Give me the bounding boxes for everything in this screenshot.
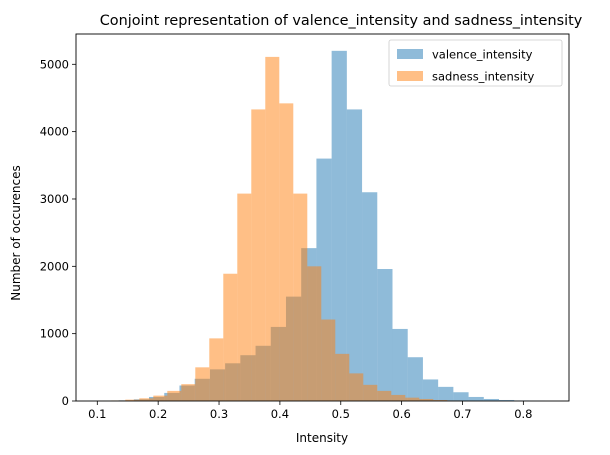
x-tick-label: 0.3 — [210, 407, 228, 421]
bar-sadness_intensity-23 — [419, 398, 434, 401]
y-tick-label: 5000 — [40, 57, 69, 71]
x-tick-label: 0.5 — [332, 407, 350, 421]
x-axis-label: Intensity — [296, 431, 348, 445]
bar-sadness_intensity-18 — [349, 373, 364, 401]
bar-sadness_intensity-12 — [265, 56, 280, 401]
bar-sadness_intensity-6 — [181, 384, 196, 401]
legend: valence_intensity sadness_intensity — [388, 39, 563, 87]
bar-sadness_intensity-21 — [391, 394, 406, 401]
x-tick-label: 0.2 — [149, 407, 167, 421]
bar-sadness_intensity-19 — [363, 384, 378, 401]
bar-sadness_intensity-15 — [307, 266, 322, 401]
bar-sadness_intensity-24 — [433, 399, 448, 401]
x-tick-label: 0.1 — [88, 407, 106, 421]
bar-valence_intensity-16 — [331, 50, 347, 401]
bar-sadness_intensity-14 — [293, 193, 308, 401]
y-tick-label: 3000 — [40, 192, 69, 206]
y-tick-label: 1000 — [40, 327, 69, 341]
bar-sadness_intensity-3 — [139, 398, 154, 401]
legend-swatch-valence_intensity — [397, 49, 423, 59]
x-axis-ticks: 0.1 0.2 0.3 0.4 0.5 0.6 0.7 0.8 — [88, 401, 533, 421]
bar-sadness_intensity-13 — [279, 103, 294, 402]
bar-valence_intensity-24 — [453, 392, 469, 401]
bar-sadness_intensity-16 — [321, 319, 336, 401]
bar-valence_intensity-20 — [392, 328, 408, 401]
y-tick-label: 4000 — [40, 125, 69, 139]
bars-layer — [88, 50, 560, 402]
bar-sadness_intensity-22 — [405, 397, 420, 401]
bar-sadness_intensity-8 — [209, 338, 224, 401]
y-tick-label: 0 — [62, 394, 69, 408]
bar-valence_intensity-27 — [499, 399, 515, 401]
bar-valence_intensity-25 — [468, 396, 484, 401]
plot-frame — [75, 33, 570, 402]
bar-sadness_intensity-9 — [223, 273, 238, 401]
x-tick-label: 0.7 — [453, 407, 471, 421]
bar-sadness_intensity-17 — [335, 353, 350, 401]
chart-title: Conjoint representation of valence_inten… — [100, 13, 583, 29]
bar-valence_intensity-23 — [438, 386, 454, 401]
x-tick-label: 0.4 — [271, 407, 289, 421]
bar-sadness_intensity-20 — [377, 390, 392, 401]
y-tick-label: 2000 — [40, 259, 69, 273]
bar-valence_intensity-19 — [377, 269, 393, 401]
x-tick-label: 0.6 — [392, 407, 410, 421]
bar-valence_intensity-18 — [362, 192, 378, 401]
legend-swatch-sadness_intensity — [397, 71, 423, 81]
bar-sadness_intensity-2 — [125, 399, 140, 401]
y-axis-label: Number of occurences — [9, 165, 23, 300]
bar-valence_intensity-22 — [422, 379, 439, 401]
bar-valence_intensity-17 — [346, 109, 363, 402]
bar-sadness_intensity-10 — [237, 193, 252, 401]
bar-sadness_intensity-11 — [251, 109, 266, 402]
bar-sadness_intensity-7 — [195, 367, 210, 401]
legend-box — [388, 39, 563, 87]
y-axis-ticks: 0 1000 2000 3000 4000 5000 — [40, 57, 76, 408]
x-tick-label: 0.8 — [514, 407, 532, 421]
bar-valence_intensity-21 — [407, 357, 423, 401]
bar-valence_intensity-26 — [483, 398, 500, 401]
bar-sadness_intensity-4 — [153, 395, 168, 401]
legend-label-valence_intensity: valence_intensity — [432, 48, 533, 62]
legend-label-sadness_intensity: sadness_intensity — [432, 70, 534, 84]
bar-sadness_intensity-5 — [167, 390, 182, 401]
